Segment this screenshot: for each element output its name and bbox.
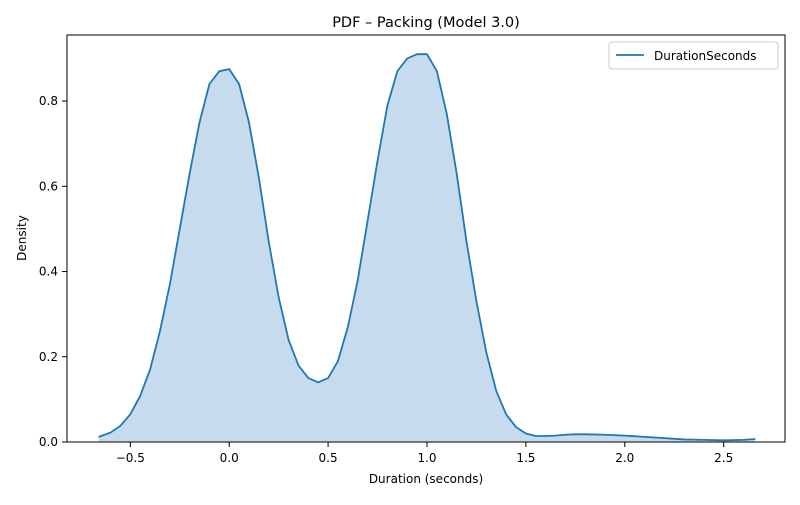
y-tick-label: 0.2 bbox=[39, 350, 58, 364]
y-tick-label: 0.6 bbox=[39, 179, 58, 193]
chart-title: PDF – Packing (Model 3.0) bbox=[332, 15, 520, 31]
y-axis-label: Density bbox=[15, 215, 29, 261]
x-tick-label: −0.5 bbox=[116, 451, 145, 465]
x-tick-label: 2.5 bbox=[714, 451, 733, 465]
y-tick-label: 0.0 bbox=[39, 435, 58, 449]
x-tick-label: 1.0 bbox=[417, 451, 436, 465]
x-tick-label: 0.5 bbox=[319, 451, 338, 465]
density-line bbox=[98, 53, 756, 442]
x-axis-ticks: −0.5 0.0 0.5 1.0 1.5 2.0 2.5 bbox=[116, 442, 733, 465]
x-tick-label: 2.0 bbox=[615, 451, 634, 465]
x-axis-label: Duration (seconds) bbox=[369, 472, 483, 486]
legend-label: DurationSeconds bbox=[654, 49, 757, 63]
x-tick-label: 0.0 bbox=[220, 451, 239, 465]
x-tick-label: 1.5 bbox=[516, 451, 535, 465]
plot-frame bbox=[66, 34, 786, 443]
plot-area bbox=[98, 53, 756, 443]
y-tick-label: 0.8 bbox=[39, 94, 58, 108]
y-axis-ticks: 0.0 0.2 0.4 0.6 0.8 bbox=[39, 94, 67, 449]
density-area-fill bbox=[98, 54, 756, 443]
legend-box bbox=[608, 41, 779, 70]
legend: DurationSeconds bbox=[608, 41, 779, 70]
y-tick-label: 0.4 bbox=[39, 265, 58, 279]
